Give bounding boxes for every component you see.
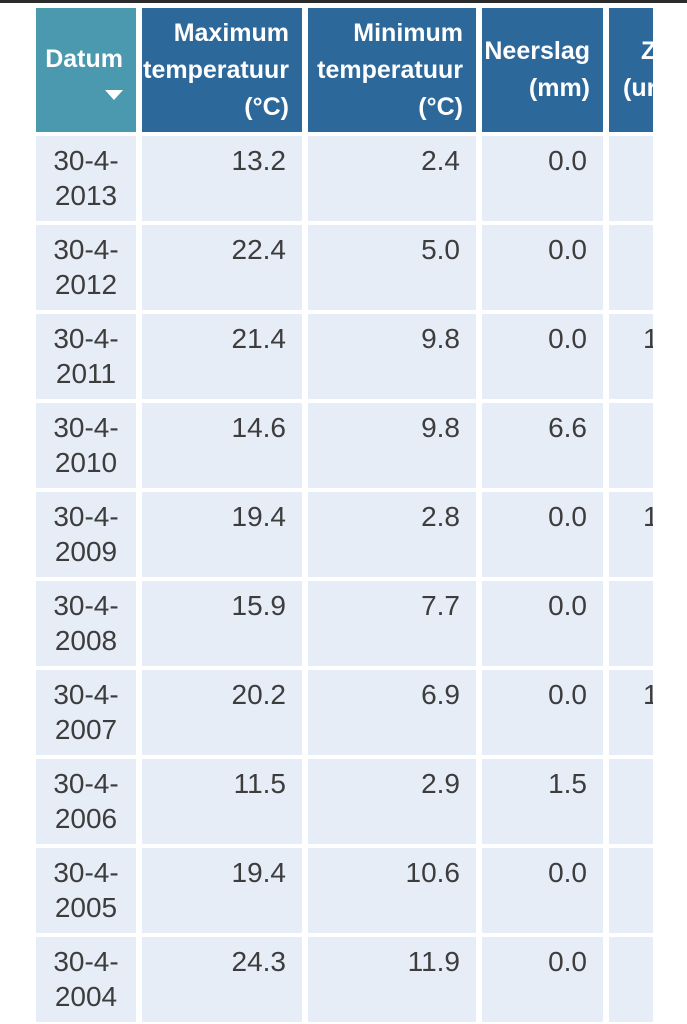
max-temp-cell: 19.4	[142, 492, 302, 577]
sunshine-cell-clipped: 1	[609, 492, 653, 577]
date-line-1: 30-4-	[53, 768, 119, 799]
precipitation-cell: 0.0	[482, 314, 603, 399]
max-temp-cell: 15.9	[142, 581, 302, 666]
sunshine-cell-clipped	[609, 403, 653, 488]
sunshine-cell-clipped	[609, 759, 653, 844]
sunshine-cell-clipped	[609, 581, 653, 666]
min-temp-cell: 9.8	[308, 403, 476, 488]
max-temp-cell: 14.6	[142, 403, 302, 488]
date-line-1: 30-4-	[53, 946, 119, 977]
precipitation-cell: 0.0	[482, 937, 603, 1022]
sunshine-cell-clipped	[609, 848, 653, 933]
precipitation-cell: 0.0	[482, 848, 603, 933]
datum-label: Datum	[45, 44, 123, 73]
header-line: Minimum	[353, 18, 463, 47]
weather-table: Datum Maximum temperatuur (°C) Minimum t…	[36, 8, 653, 1022]
precipitation-cell: 0.0	[482, 225, 603, 310]
date-cell: 30-4- 2012	[36, 225, 136, 310]
min-temp-cell: 9.8	[308, 314, 476, 399]
precipitation-cell: 0.0	[482, 492, 603, 577]
min-temp-cell: 5.0	[308, 225, 476, 310]
date-cell: 30-4- 2009	[36, 492, 136, 577]
precipitation-cell: 0.0	[482, 670, 603, 755]
precipitation-cell: 6.6	[482, 403, 603, 488]
header-line: temperatuur	[317, 55, 463, 84]
date-line-1: 30-4-	[53, 679, 119, 710]
sunshine-cell-clipped: 1	[609, 670, 653, 755]
date-line-1: 30-4-	[53, 145, 119, 176]
header-line: (°C)	[418, 92, 463, 121]
date-cell: 30-4- 2011	[36, 314, 136, 399]
date-line-2: 2004	[54, 981, 118, 1012]
min-temp-cell: 2.9	[308, 759, 476, 844]
date-line-1: 30-4-	[53, 412, 119, 443]
date-cell: 30-4- 2004	[36, 937, 136, 1022]
date-line-1: 30-4-	[53, 590, 119, 621]
date-cell: 30-4- 2008	[36, 581, 136, 666]
min-temp-cell: 2.4	[308, 136, 476, 221]
date-line-2: 2008	[54, 625, 118, 656]
date-line-2: 2006	[54, 803, 118, 834]
header-line: (°C)	[244, 92, 289, 121]
date-line-2: 2013	[54, 180, 118, 211]
column-header-min-temperatuur[interactable]: Minimum temperatuur (°C)	[308, 8, 476, 132]
date-line-2: 2012	[54, 269, 118, 300]
date-line-1: 30-4-	[53, 323, 119, 354]
precipitation-cell: 0.0	[482, 136, 603, 221]
header-line: (ur	[623, 74, 653, 102]
date-cell: 30-4- 2007	[36, 670, 136, 755]
precipitation-cell: 0.0	[482, 581, 603, 666]
header-line: (mm)	[528, 74, 590, 102]
sunshine-cell-clipped	[609, 225, 653, 310]
max-temp-cell: 11.5	[142, 759, 302, 844]
top-border	[0, 0, 687, 3]
min-temp-cell: 2.8	[308, 492, 476, 577]
column-header-neerslag[interactable]: Neerslag (mm)	[482, 8, 603, 132]
column-header-datum[interactable]: Datum	[36, 8, 136, 132]
date-cell: 30-4- 2006	[36, 759, 136, 844]
date-line-2: 2009	[54, 536, 118, 567]
date-line-1: 30-4-	[53, 857, 119, 888]
date-line-2: 2005	[54, 892, 118, 923]
header-line: Neerslag	[484, 37, 590, 65]
max-temp-cell: 24.3	[142, 937, 302, 1022]
sunshine-cell-clipped	[609, 937, 653, 1022]
max-temp-cell: 20.2	[142, 670, 302, 755]
date-line-2: 2010	[54, 447, 118, 478]
sort-descending-icon	[105, 89, 123, 100]
precipitation-cell: 1.5	[482, 759, 603, 844]
min-temp-cell: 11.9	[308, 937, 476, 1022]
date-cell: 30-4- 2010	[36, 403, 136, 488]
date-line-1: 30-4-	[53, 501, 119, 532]
min-temp-cell: 6.9	[308, 670, 476, 755]
max-temp-cell: 22.4	[142, 225, 302, 310]
sunshine-cell-clipped	[609, 136, 653, 221]
date-line-2: 2007	[54, 714, 118, 745]
header-line: Z	[641, 37, 653, 65]
header-line: Maximum	[173, 18, 289, 47]
sunshine-cell-clipped: 1	[609, 314, 653, 399]
header-line: temperatuur	[143, 55, 289, 84]
date-line-2: 2011	[55, 358, 117, 389]
date-cell: 30-4- 2005	[36, 848, 136, 933]
date-cell: 30-4- 2013	[36, 136, 136, 221]
max-temp-cell: 19.4	[142, 848, 302, 933]
date-line-1: 30-4-	[53, 234, 119, 265]
column-header-max-temperatuur[interactable]: Maximum temperatuur (°C)	[142, 8, 302, 132]
max-temp-cell: 21.4	[142, 314, 302, 399]
max-temp-cell: 13.2	[142, 136, 302, 221]
table-viewport: Datum Maximum temperatuur (°C) Minimum t…	[36, 8, 653, 1022]
min-temp-cell: 10.6	[308, 848, 476, 933]
min-temp-cell: 7.7	[308, 581, 476, 666]
column-header-zonneschijn-clipped[interactable]: Z (ur	[609, 8, 653, 132]
